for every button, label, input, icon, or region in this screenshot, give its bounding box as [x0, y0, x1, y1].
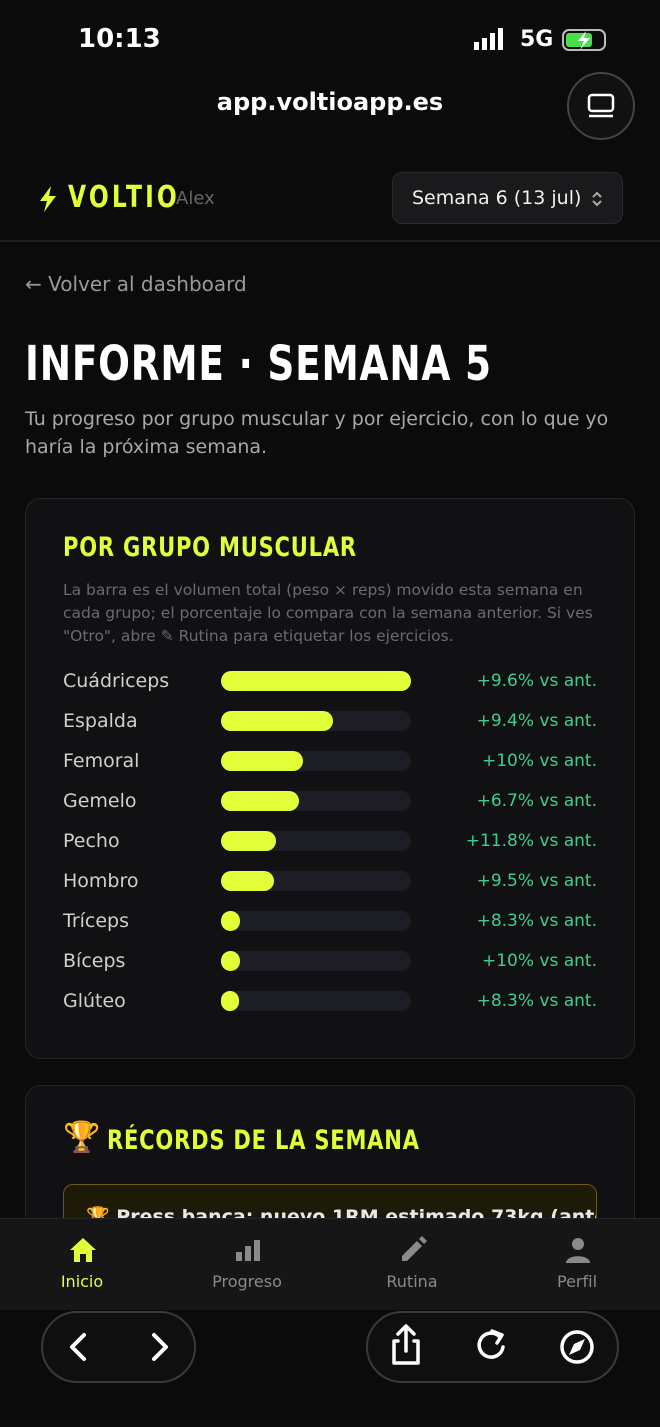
week-select[interactable]: Semana 6 (13 jul) — [392, 172, 623, 224]
tab-label[interactable]: Inicio — [60, 1272, 104, 1291]
user-name: Alex — [176, 188, 215, 209]
row-name: Tríceps — [63, 910, 129, 932]
bar — [221, 871, 275, 891]
bar-track — [221, 671, 411, 691]
bar — [221, 991, 239, 1011]
row-name: Cuádriceps — [63, 670, 170, 692]
bar-track — [221, 911, 411, 931]
card-description: La barra es el volumen total (peso × rep… — [63, 581, 593, 645]
status-icons — [474, 28, 606, 51]
clock: 10:13 — [78, 24, 161, 54]
row-change: +9.6% vs ant. — [476, 671, 597, 691]
routine-icon — [402, 1236, 427, 1261]
home-icon — [70, 1238, 96, 1262]
tab-label[interactable]: Perfil — [556, 1272, 598, 1291]
bar-track — [221, 831, 411, 851]
bar-track — [221, 711, 411, 731]
week-select-label: Semana 6 (13 jul) — [412, 187, 582, 209]
row-name: Espalda — [63, 710, 138, 732]
bar — [221, 671, 411, 691]
card-title: POR GRUPO MUSCULAR — [63, 532, 357, 563]
bar — [221, 791, 299, 811]
brand[interactable]: VOLTIO — [68, 180, 180, 215]
bar-track — [221, 991, 411, 1011]
nav-arrows[interactable] — [41, 1311, 196, 1383]
row-change: +6.7% vs ant. — [476, 791, 597, 811]
action-icons[interactable] — [366, 1311, 619, 1383]
bolt-icon — [40, 186, 56, 212]
row-name: Pecho — [63, 830, 120, 852]
bar-track — [221, 751, 411, 771]
bar — [221, 751, 303, 771]
bar-track — [221, 951, 411, 971]
divider — [0, 240, 660, 242]
tabs-button[interactable] — [567, 72, 635, 140]
back-link[interactable]: ← Volver al dashboard — [25, 272, 247, 296]
tab-label[interactable]: Rutina — [386, 1272, 438, 1291]
row-name: Femoral — [63, 750, 140, 772]
tab-label[interactable]: Progreso — [212, 1272, 282, 1291]
progress-icon — [236, 1240, 260, 1261]
row-change: +8.3% vs ant. — [476, 911, 597, 931]
page-title: INFORME · SEMANA 5 — [25, 336, 492, 392]
row-change: +10% vs ant. — [481, 751, 597, 771]
row-change: +11.8% vs ant. — [465, 831, 597, 851]
bar — [221, 831, 277, 851]
records-title: RÉCORDS DE LA SEMANA — [107, 1125, 420, 1156]
page-subtitle: Tu progreso por grupo muscular y por eje… — [25, 408, 609, 458]
row-change: +8.3% vs ant. — [476, 991, 597, 1011]
bar — [221, 911, 240, 931]
nav-pill — [41, 1311, 196, 1383]
row-change: +10% vs ant. — [481, 951, 597, 971]
trophy-icon: 🏆 — [63, 1120, 101, 1155]
row-name: Bíceps — [63, 950, 126, 972]
row-name: Glúteo — [63, 990, 126, 1012]
row-name: Hombro — [63, 870, 139, 892]
row-name: Gemelo — [63, 790, 137, 812]
bar-track — [221, 791, 411, 811]
bar-track — [221, 871, 411, 891]
url[interactable]: app.voltioapp.es — [216, 88, 444, 116]
row-change: +9.4% vs ant. — [476, 711, 597, 731]
tab-bar — [0, 1218, 660, 1310]
row-change: +9.5% vs ant. — [476, 871, 597, 891]
profile-icon — [566, 1238, 590, 1263]
bar — [221, 951, 240, 971]
bar — [221, 711, 334, 731]
network: 5G — [520, 27, 554, 52]
select-chevron — [592, 191, 602, 207]
